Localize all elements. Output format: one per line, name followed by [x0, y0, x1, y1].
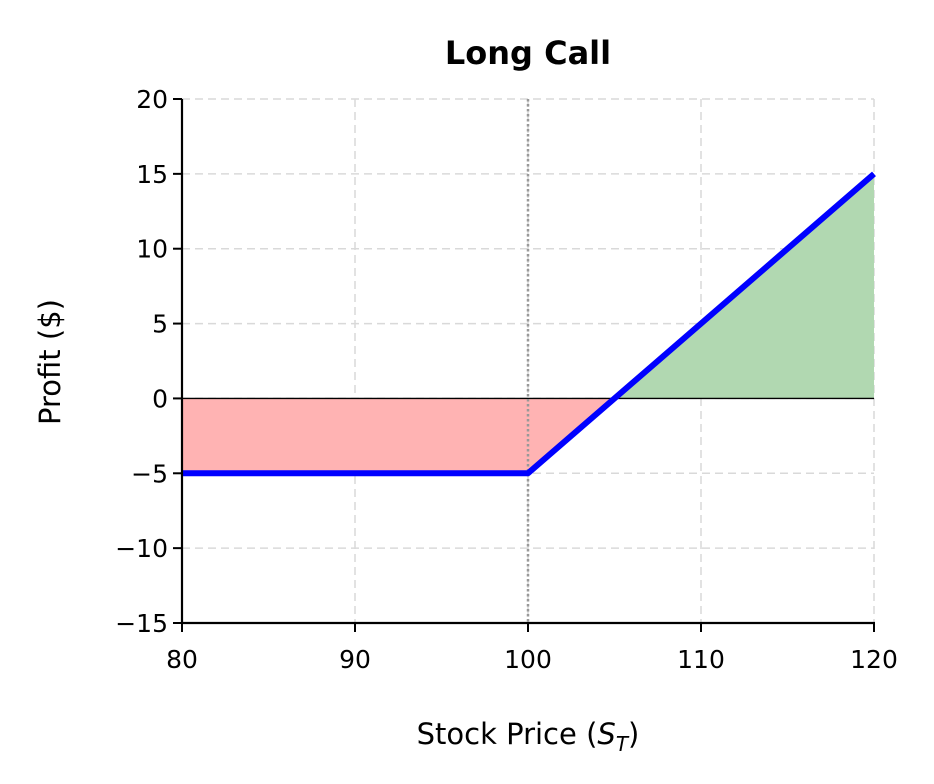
y-tick-label-3: 0: [152, 384, 168, 413]
x-tick-label-3: 110: [677, 645, 725, 674]
y-tick-label-2: −5: [131, 459, 168, 488]
y-tick-label-0: −15: [115, 609, 168, 638]
y-tick-label-4: 5: [152, 310, 168, 339]
y-axis-label: Profit ($): [33, 299, 67, 425]
tick-labels: 80 90 100 110 120 −15 −10 −5 0 5 10 15 20: [115, 85, 898, 674]
chart-title: Long Call: [445, 34, 611, 72]
reference-lines: [182, 99, 874, 623]
x-tick-label-1: 90: [339, 645, 371, 674]
loss-area: [182, 398, 615, 474]
x-tick-label-2: 100: [504, 645, 552, 674]
x-axis-label: Stock Price (ST): [417, 717, 640, 756]
y-tick-label-1: −10: [115, 534, 168, 563]
axes: [173, 98, 875, 632]
x-tick-label-0: 80: [166, 645, 198, 674]
y-tick-label-6: 15: [136, 160, 168, 189]
x-tick-label-4: 120: [850, 645, 898, 674]
payoff-line: [182, 171, 876, 477]
y-tick-label-7: 20: [136, 85, 168, 114]
series-layer: [182, 171, 876, 477]
y-tick-label-5: 10: [136, 235, 168, 264]
